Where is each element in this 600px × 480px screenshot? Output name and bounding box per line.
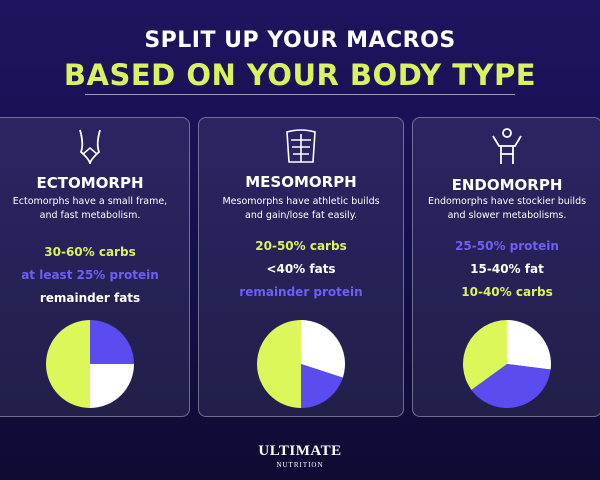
pie-chart [463,320,551,408]
icon [492,128,522,164]
macro-line: remainder protein [239,285,363,299]
pie-chart [46,320,134,408]
pie-slice [507,320,551,370]
pie-slice [301,320,345,378]
icon [286,129,316,163]
card-title: ENDOMORPH [451,176,563,194]
macro-line: 10-40% carbs [461,285,553,299]
pie-slice [471,364,551,408]
pie-slice [90,320,134,364]
brand-sub: NUTRITION [276,461,324,469]
card-description: Ectomorphs have a small frame, and fast … [12,196,168,221]
pie-slice [463,320,507,390]
macro-line: <40% fats [266,262,336,276]
pie-chart [257,320,345,408]
macro-line: 30-60% carbs [44,245,136,259]
card-title: MESOMORPH [245,173,357,191]
pie-slice [257,320,301,408]
icon [79,129,101,165]
pie-slice [90,364,134,408]
card-title: ECTOMORPH [36,174,144,192]
pie-slice [301,364,343,408]
brand-logo: ULTIMATE [258,443,342,459]
pie-slice [46,320,90,408]
card: MESOMORPH Mesomorphs have athletic builds… [198,117,404,417]
macro-line: 15-40% fat [470,262,544,276]
card-description: Mesomorphs have athletic builds and gain… [222,196,380,221]
macro-line: remainder fats [39,291,141,305]
macro-line: at least 25% protein [21,268,159,282]
macro-line: 25-50% protein [455,239,559,253]
card: ENDOMORPH Endomorphs have stockier builds… [412,117,600,417]
macro-line: 20-50% carbs [255,239,347,253]
title: SPLIT UP YOUR MACROS [144,28,456,53]
card-description: Endomorphs have stockier builds and slow… [427,196,587,221]
subtitle: BASED ON YOUR BODY TYPE [63,58,537,92]
divider [85,94,515,95]
card: ECTOMORPH Ectomorphs have a small frame, … [0,117,190,417]
